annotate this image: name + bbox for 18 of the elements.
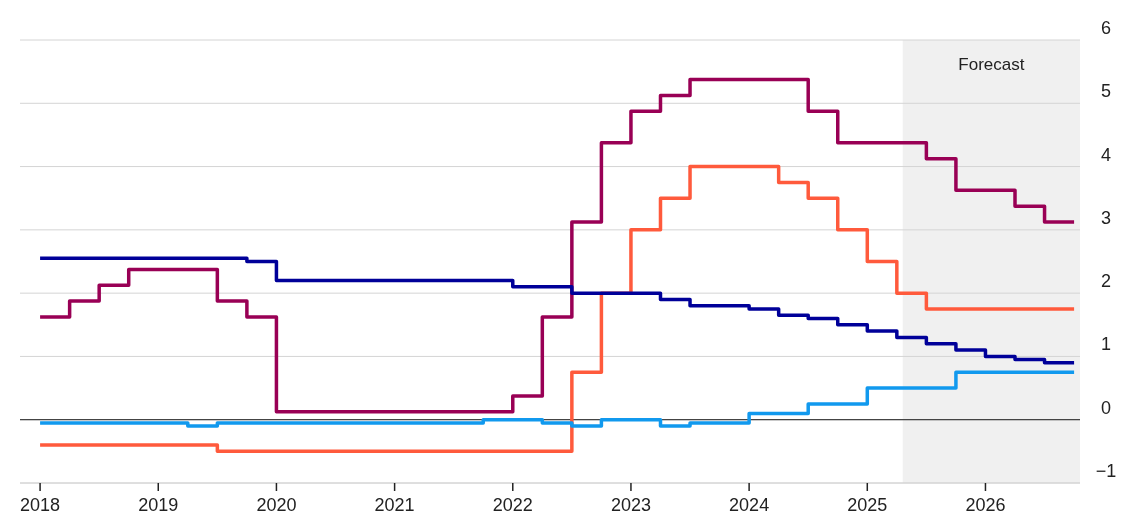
x-tick-label: 2021 — [374, 495, 415, 515]
x-tick-label: 2022 — [492, 495, 533, 515]
x-tick-label: 2018 — [20, 495, 61, 515]
y-tick-label: 6 — [1100, 18, 1112, 38]
x-tick-label: 2024 — [729, 495, 770, 515]
y-tick-label: 3 — [1100, 207, 1112, 228]
y-tick-label: 4 — [1100, 144, 1112, 165]
y-tick-label: 2 — [1100, 271, 1112, 292]
x-tick-label: 2025 — [847, 495, 888, 515]
x-tick-label: 2019 — [138, 495, 179, 515]
x-tick-label: 2026 — [965, 495, 1006, 515]
band-label: Forecast — [958, 55, 1025, 74]
y-tick-label: 5 — [1100, 81, 1112, 102]
x-tick-label: 2020 — [256, 495, 297, 515]
y-tick-label: 0 — [1100, 397, 1112, 418]
y-tick-label: −1 — [1095, 461, 1117, 481]
x-tick-label: 2023 — [610, 495, 651, 515]
y-tick-label: 1 — [1100, 334, 1112, 355]
